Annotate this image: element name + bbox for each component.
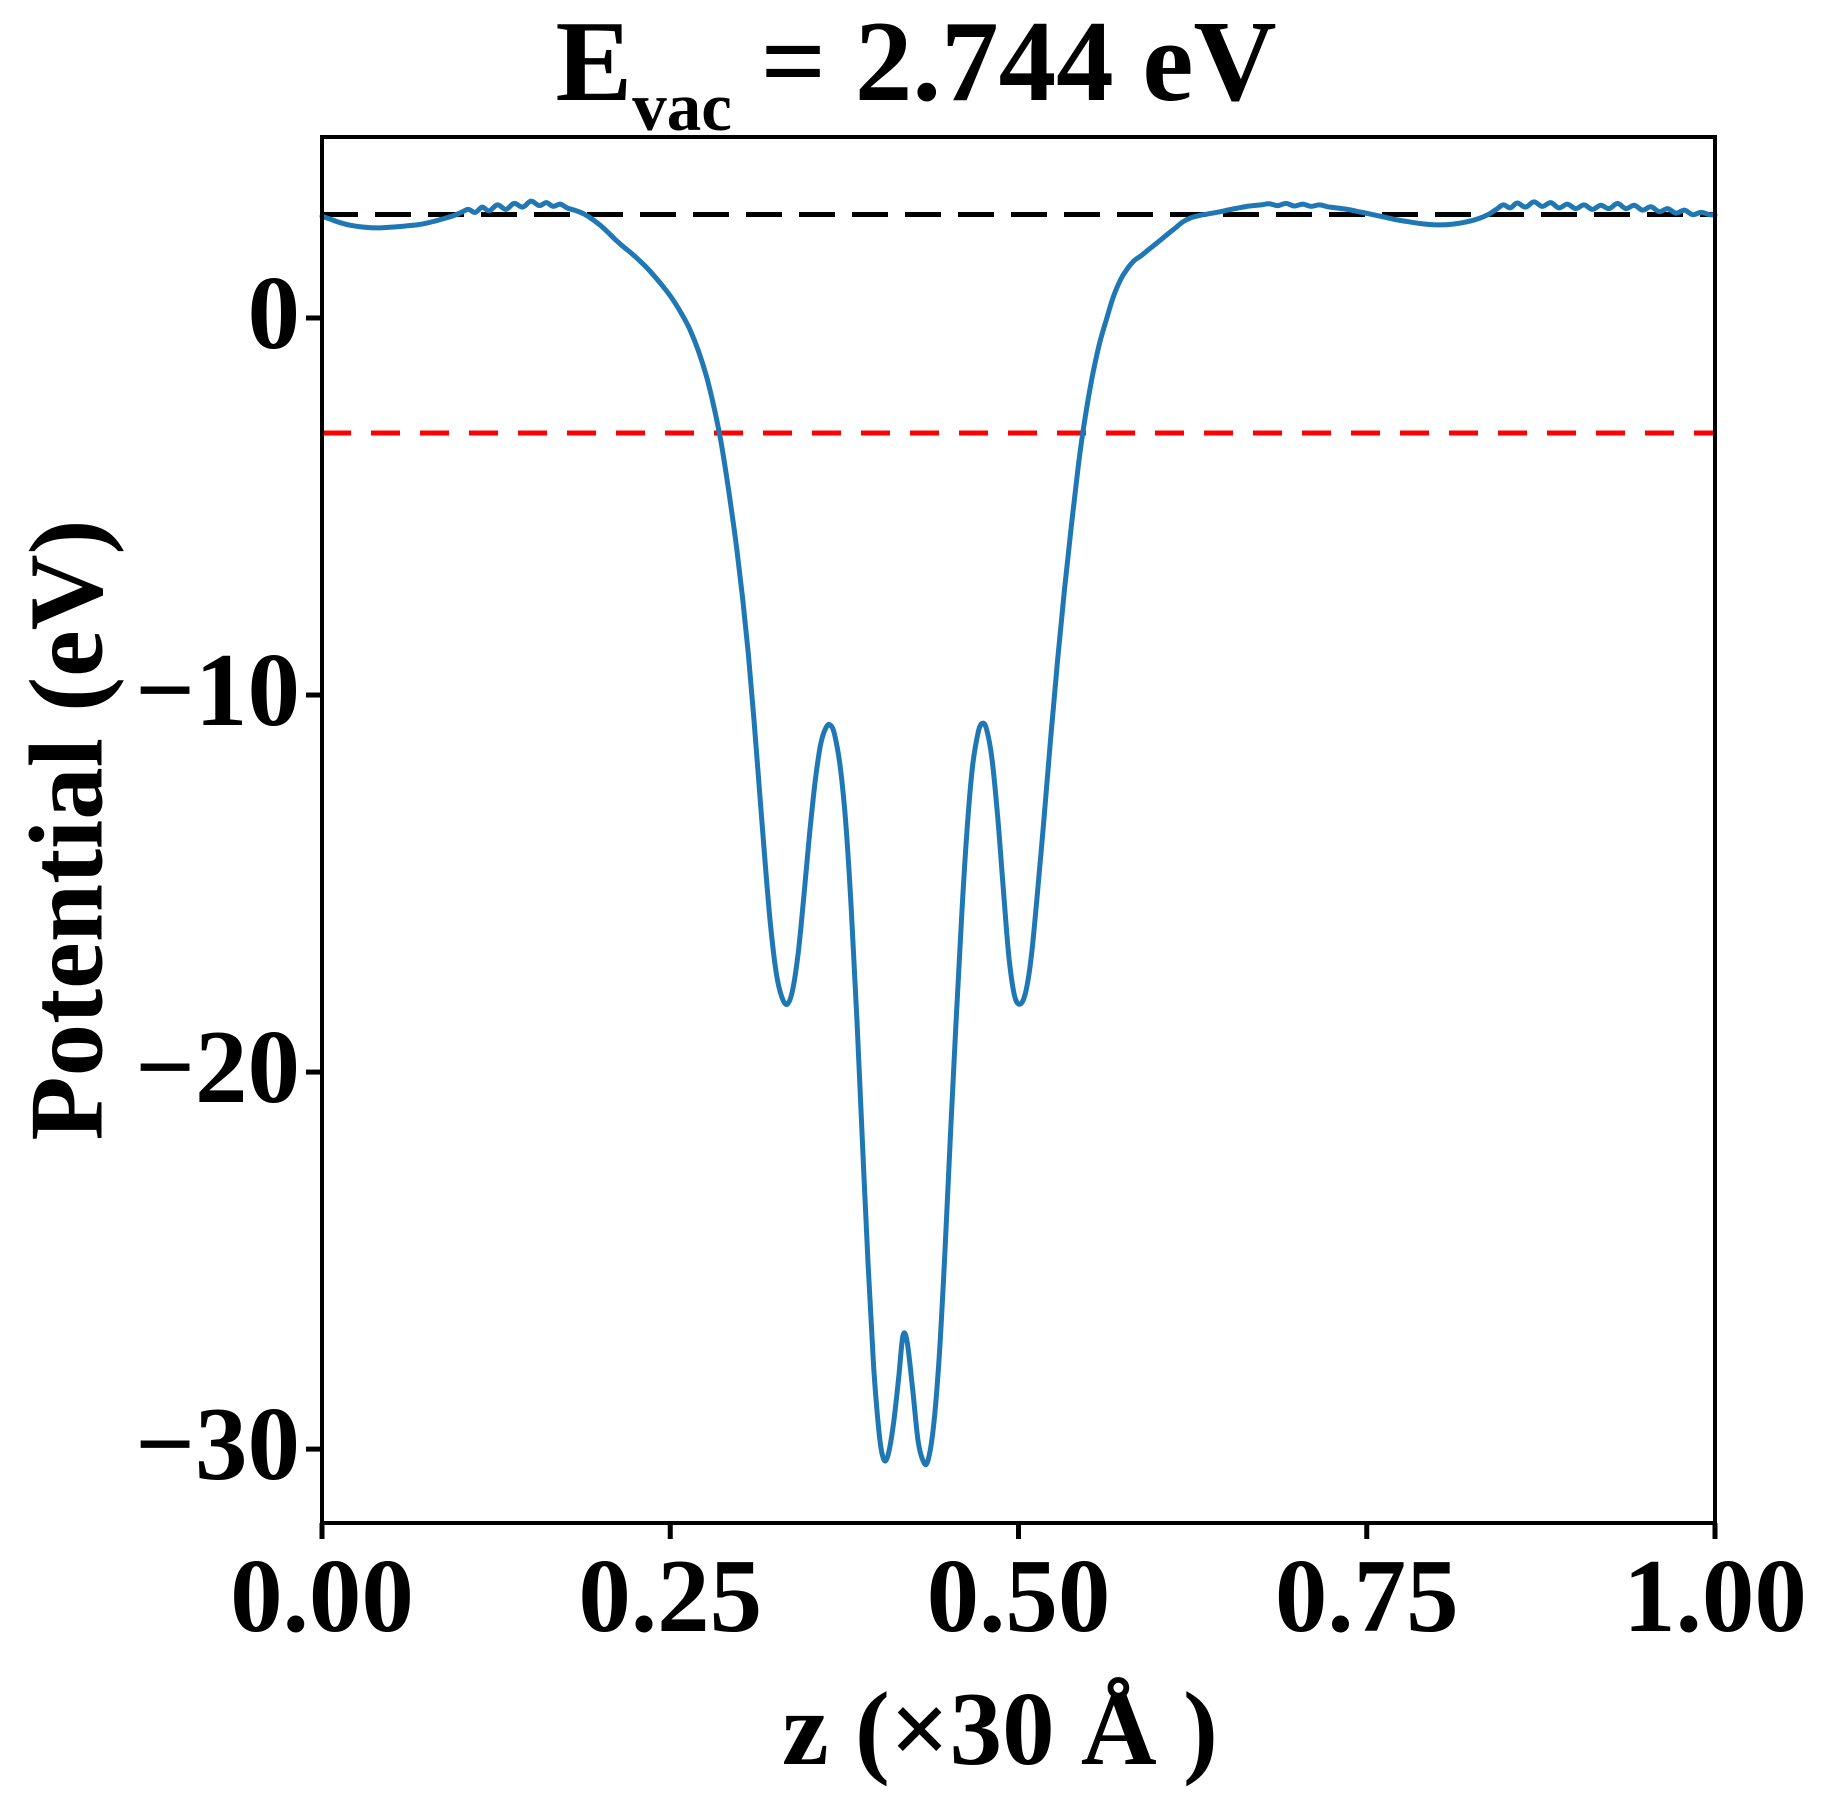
y-tick-label: −20: [135, 1008, 300, 1126]
planar-averaged-potential-curve: [319, 198, 1718, 1468]
y-tick-label: −30: [135, 1385, 300, 1503]
x-tick-label: 1.00: [1623, 1537, 1807, 1654]
x-tick-label: 0.25: [578, 1537, 763, 1654]
x-tick-label: 0.00: [230, 1537, 414, 1654]
title-suffix: = 2.744 eV: [731, 0, 1277, 125]
x-axis-label: z (×30 Å ): [782, 1670, 1218, 1787]
axes-frame: [320, 135, 1717, 1525]
x-tick-label: 0.75: [1274, 1537, 1459, 1654]
chart-title: Evac = 2.744 eV: [555, 0, 1277, 141]
x-tick-label: 0.50: [926, 1537, 1111, 1654]
y-tick-label: −10: [135, 631, 300, 749]
y-tick-label: 0: [247, 253, 301, 371]
title-prefix: E: [555, 0, 633, 125]
title-subscript: vac: [632, 69, 732, 145]
